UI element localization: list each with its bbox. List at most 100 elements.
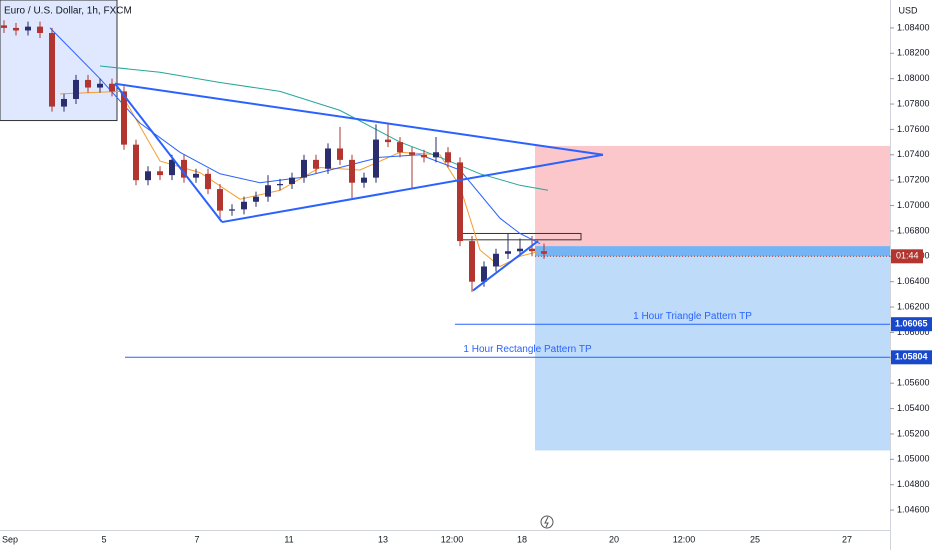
countdown-label: 01:44	[896, 251, 919, 261]
zone	[535, 246, 890, 257]
candle-body	[193, 173, 199, 178]
candle-body	[61, 98, 67, 107]
y-tick-label: 1.06800	[897, 225, 930, 235]
candle-body	[433, 152, 439, 158]
y-tick-label: 1.05400	[897, 403, 930, 413]
replay-icon[interactable]	[540, 515, 554, 529]
candle-body	[205, 173, 211, 190]
candle-body	[301, 159, 307, 178]
y-tick-label: 1.08000	[897, 73, 930, 83]
x-tick-label: 20	[609, 534, 619, 544]
target-text: 1 Hour Rectangle Pattern TP	[463, 344, 592, 355]
y-tick-label: 1.05000	[897, 454, 930, 464]
candle-body	[385, 139, 391, 143]
candle-body	[337, 148, 343, 160]
x-tick-label: 12:00	[441, 534, 464, 544]
candle-body	[457, 162, 463, 242]
candle-body	[73, 79, 79, 99]
y-tick-label: 1.07800	[897, 98, 930, 108]
candle-body	[169, 159, 175, 176]
candle-body	[277, 183, 283, 186]
x-tick-label: 7	[194, 534, 199, 544]
chart-title: Euro / U.S. Dollar, 1h, FXCM	[4, 6, 132, 17]
candle-body	[469, 241, 475, 282]
moving-average	[49, 27, 541, 245]
candle-body	[1, 25, 7, 28]
candle-body	[25, 26, 31, 31]
candle-body	[397, 142, 403, 153]
candle-body	[541, 251, 547, 254]
zone	[535, 246, 890, 451]
y-tick-label: 1.08400	[897, 22, 930, 32]
candle-body	[217, 189, 223, 211]
candle-body	[253, 196, 259, 202]
y-tick-label: 1.04800	[897, 479, 930, 489]
x-tick-label: 27	[842, 534, 852, 544]
candle-body	[313, 159, 319, 169]
countdown-badge	[891, 249, 923, 264]
candle-body	[85, 79, 91, 88]
candle-body	[517, 248, 523, 252]
y-tick-label: 1.06200	[897, 301, 930, 311]
candle-body	[109, 83, 115, 92]
candle-body	[133, 144, 139, 181]
y-tick-label: 1.05600	[897, 378, 930, 388]
candle-body	[37, 26, 43, 33]
target-text: 1 Hour Triangle Pattern TP	[633, 311, 752, 322]
candle-body	[505, 251, 511, 254]
x-tick-label: 5	[101, 534, 106, 544]
trend-line	[472, 240, 539, 292]
x-tick-label: 11	[284, 534, 293, 544]
candle-body	[289, 177, 295, 184]
y-tick-label: 1.06400	[897, 276, 930, 286]
candle-body	[229, 209, 235, 211]
zone	[535, 145, 890, 247]
candle-body	[157, 171, 163, 176]
y-tick-label: 1.06000	[897, 327, 930, 337]
candle-body	[121, 91, 127, 145]
candle-body	[265, 185, 271, 197]
y-tick-label: 1.05200	[897, 428, 930, 438]
price-badge-label: 1.05804	[895, 352, 928, 362]
replay-icon-bolt	[544, 516, 549, 528]
price-badge-label: 1.06065	[895, 319, 928, 329]
candle-body	[373, 139, 379, 178]
x-tick-label: 12:00	[673, 534, 696, 544]
trend-line	[221, 153, 604, 224]
x-tick-label: 18	[517, 534, 527, 544]
candle-body	[49, 32, 55, 107]
y-tick-label: 1.04600	[897, 504, 930, 514]
moving-average	[99, 65, 549, 191]
price-badge	[891, 350, 932, 365]
price-badge	[891, 317, 932, 332]
candle-body	[409, 152, 415, 155]
y-tick-label: 1.07600	[897, 124, 930, 134]
candle-body	[241, 201, 247, 210]
candle-body	[481, 266, 487, 282]
plot	[0, 0, 890, 451]
x-tick-label: 25	[750, 534, 760, 544]
currency: USD	[898, 5, 918, 15]
candle-body	[13, 27, 19, 31]
y-tick-label: 1.07200	[897, 175, 930, 185]
candle-body	[325, 148, 331, 169]
trend-line	[114, 83, 223, 223]
candle-body	[349, 159, 355, 183]
y-tick-label: 1.07400	[897, 149, 930, 159]
zone	[0, 0, 118, 122]
x-tick-label: 13	[378, 534, 388, 544]
candle-body	[529, 248, 535, 252]
trend-line	[114, 82, 604, 156]
candle-body	[445, 152, 451, 163]
candle-body	[145, 171, 151, 181]
candle-body	[421, 154, 427, 158]
candle-body	[361, 177, 367, 183]
candle-body	[181, 159, 187, 178]
x-tick-label: Sep	[2, 534, 18, 544]
y-tick-label: 1.08200	[897, 48, 930, 58]
y-tick-label: 1.07000	[897, 200, 930, 210]
candle-body	[493, 253, 499, 267]
candle-body	[97, 83, 103, 88]
